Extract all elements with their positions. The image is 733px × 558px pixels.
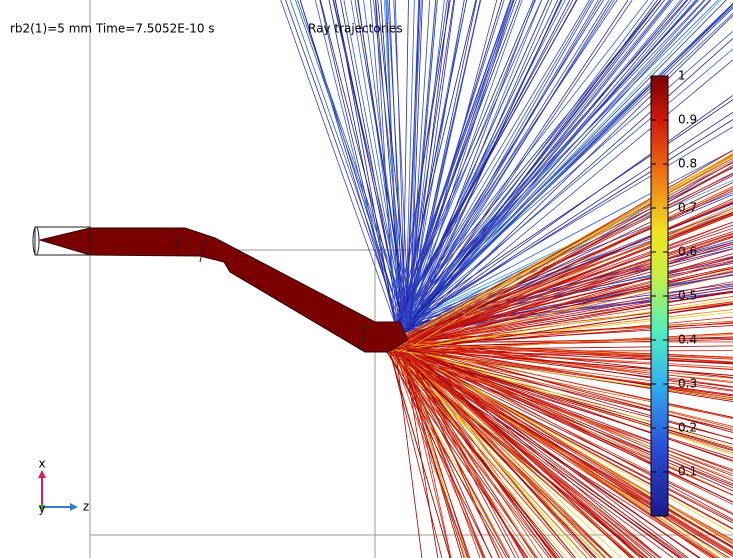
- colorbar-tick-label: 0.1: [678, 465, 697, 479]
- colorbar-tick-label: 0.2: [678, 421, 697, 435]
- geometry: [33, 227, 408, 352]
- colorbar-tick-label: 0.7: [678, 201, 697, 215]
- colorbar-tick-label: 0.3: [678, 377, 697, 391]
- colorbar-tick-label: 0.6: [678, 245, 697, 259]
- plot-title: Ray trajectories: [308, 22, 403, 36]
- colorbar-tick-label: 0.5: [678, 289, 697, 303]
- axis-label: y: [38, 502, 45, 516]
- axis-label: z: [83, 500, 89, 514]
- colorbar-tick-label: 1: [678, 69, 686, 83]
- axis-triad: x y z: [38, 457, 89, 516]
- plot-info: rb2(1)=5 mm Time=7.5052E-10 s: [10, 22, 215, 36]
- colorbar-tick-label: 0.4: [678, 333, 697, 347]
- ray: [320, 0, 402, 320]
- ray: [290, 0, 404, 329]
- pipe: [40, 228, 408, 352]
- pipe-cap: [33, 227, 39, 255]
- colorbar-tick-label: 0.8: [678, 157, 697, 171]
- axis-label: x: [38, 457, 45, 471]
- z-arrow-head: [70, 503, 78, 511]
- ray-plot: rb2(1)=5 mm Time=7.5052E-10 s Ray trajec…: [0, 0, 733, 558]
- x-arrow-head: [38, 470, 46, 478]
- colorbar-tick-label: 0.9: [678, 113, 697, 127]
